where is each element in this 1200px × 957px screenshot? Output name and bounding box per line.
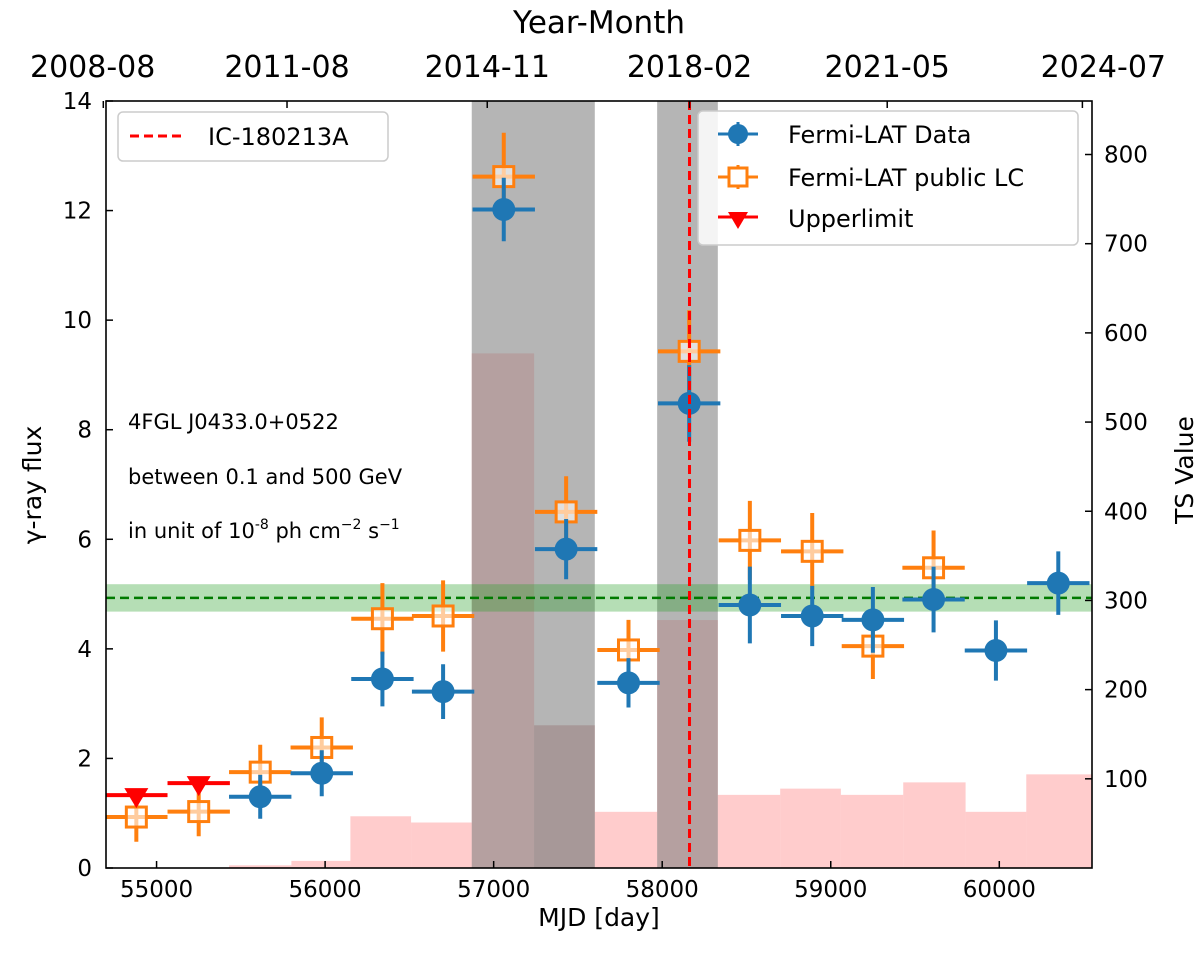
ts-bar [1026,774,1092,868]
y2-tick-label: 400 [1104,499,1148,525]
y2-tick-label: 800 [1104,143,1148,169]
y2-tick-label: 300 [1104,588,1148,614]
top-tick-label: 2018-02 [627,50,752,85]
public-lc-point [167,786,230,837]
data-series [106,132,1090,842]
y-tick-label: 8 [77,418,92,444]
fermi-data-point [718,566,782,644]
legend-upperlimit-swatch [718,212,758,229]
y-tick-label: 10 [63,308,92,334]
y2-tick-label: 700 [1104,232,1148,258]
top-axis-ticks: 2008-08 2011-08 2014-11 2018-02 2021-05 2024-… [30,50,1166,108]
y-tick-label: 12 [63,199,92,225]
x-tick-label: 57000 [457,877,530,903]
x-tick-label: 55000 [120,877,193,903]
ts-bar [411,822,472,868]
x-tick-label: 56000 [289,877,362,903]
fermi-data-point [351,651,414,707]
fermi-data-point [534,519,598,580]
fermi-data-point [597,658,660,708]
annotation-energy: between 0.1 and 500 GeV [128,465,403,489]
public-lc-point [411,580,475,652]
y2-tick-label: 500 [1104,410,1148,436]
public-lc-point [597,619,660,681]
top-tick-label: 2024-07 [1041,50,1166,85]
y-tick-label: 14 [63,89,92,115]
public-lc-point [781,512,844,590]
y-tick-label: 4 [77,637,92,663]
upperlimit-point [106,788,168,809]
flare-region [471,101,595,868]
y-axis-label: γ-ray flux [18,426,47,545]
y2-tick-label: 200 [1104,678,1148,704]
x-axis-label: MJD [day] [538,903,660,932]
fermi-data-point [902,566,965,633]
top-tick-label: 2014-11 [425,50,550,85]
legend-upperlimit-label: Upperlimit [788,205,913,233]
y-tick-label: 6 [77,527,92,553]
fermi-data-point [1027,551,1090,615]
legend-left: IC-180213A [117,111,389,162]
flare-regions [471,101,718,868]
ts-bar [840,794,904,868]
ts-bar [780,788,841,868]
flare-region-lower [534,725,595,868]
fermi-data-point [229,774,292,819]
ts-bar [291,860,351,868]
fermi-data-point [290,750,353,797]
legend-fermi-data-swatch [718,122,758,146]
fermi-data-point [472,177,535,242]
plot-frame [105,100,1093,869]
ts-bar [594,811,658,868]
top-axis-title: Year-Month [512,5,685,41]
ts-bar [965,811,1027,868]
x-tick-label: 60000 [963,877,1036,903]
y2-tick-label: 600 [1104,321,1148,347]
top-tick-label: 2021-05 [825,50,950,85]
legend-public-lc-swatch [718,165,758,189]
legend-event-label: IC-180213A [208,123,349,151]
fermi-data-point [781,585,844,647]
y-tick-label: 2 [77,746,92,772]
y2-axis-label: TS Value [1170,416,1199,525]
x-tick-label: 58000 [626,877,699,903]
fermi-data-point [411,664,475,719]
ts-bar [229,865,292,868]
y2-tick-label: 100 [1104,767,1148,793]
ts-bar [903,782,966,868]
y2-axis-ticks: 100 200 300 400 500 600 700 800 [1085,143,1148,793]
y-axis-ticks: 0 2 4 6 8 10 12 14 [63,89,113,882]
legend-right: Fermi-LAT Data Fermi-LAT public LC Upper… [697,110,1079,246]
ts-bar [717,794,781,868]
y-tick-label: 0 [77,856,92,882]
annotation-unit: in unit of 10-8 ph cm−2 s−1 [128,517,400,543]
legend-fermi-data-label: Fermi-LAT Data [788,121,971,149]
fermi-data-point [841,586,905,653]
annotation-source: 4FGL J0433.0+0522 [128,410,339,434]
top-tick-label: 2008-08 [30,50,155,85]
x-axis-ticks: 55000 56000 57000 58000 59000 60000 [120,861,1036,903]
public-lc-point [351,583,414,655]
ts-bar [350,816,412,868]
source-annotation: 4FGL J0433.0+0522 between 0.1 and 500 Ge… [128,410,403,543]
upperlimit-point [167,776,230,797]
x-tick-label: 59000 [794,877,867,903]
legend-public-lc-label: Fermi-LAT public LC [788,164,1024,192]
top-tick-label: 2011-08 [224,50,349,85]
fermi-data-point [964,620,1028,681]
